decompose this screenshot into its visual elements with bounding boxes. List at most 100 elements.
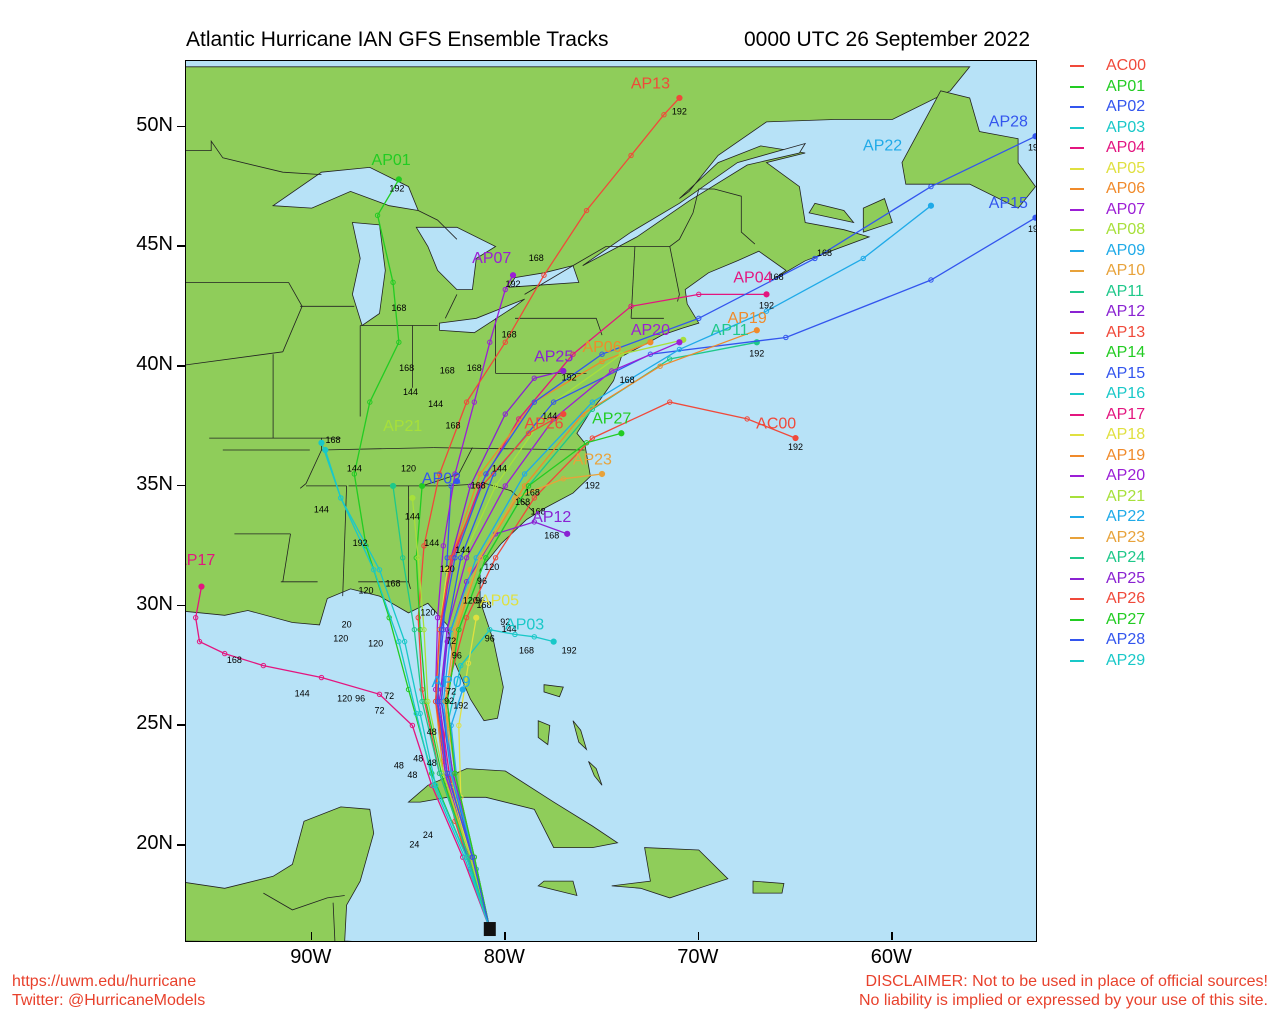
legend-swatch bbox=[1070, 249, 1084, 252]
legend-swatch bbox=[1070, 557, 1084, 560]
track-point bbox=[415, 555, 421, 561]
track-point bbox=[492, 555, 499, 561]
newfoundland bbox=[901, 90, 1036, 209]
bahamas-1 bbox=[543, 684, 564, 698]
track-point bbox=[564, 530, 571, 537]
legend-label: AP29 bbox=[1106, 651, 1146, 669]
legend-label: AP21 bbox=[1106, 487, 1146, 505]
legend-item: AP05 bbox=[1070, 159, 1146, 180]
lon-tick bbox=[697, 932, 700, 940]
legend-swatch bbox=[1070, 167, 1084, 170]
forecast-hour-label: 168 bbox=[531, 507, 546, 517]
track-point bbox=[628, 152, 634, 159]
forecast-hour-label: 92 bbox=[500, 617, 510, 627]
track-point bbox=[928, 277, 934, 283]
map-svg: 1921921921921681681921681921681681921921… bbox=[186, 66, 1036, 941]
track-point bbox=[589, 435, 596, 441]
track-point bbox=[492, 483, 499, 489]
legend-item: AP08 bbox=[1070, 220, 1146, 241]
track-point bbox=[599, 351, 605, 357]
forecast-hour-label: 20 bbox=[342, 619, 352, 629]
track-point bbox=[471, 399, 478, 405]
forecast-hour-label: 144 bbox=[314, 504, 329, 514]
border-line bbox=[421, 447, 473, 487]
track-name-label: AP13 bbox=[631, 75, 670, 92]
forecast-hour-label: 120 bbox=[420, 607, 435, 617]
track-point bbox=[1032, 214, 1036, 221]
legend-swatch bbox=[1070, 229, 1084, 232]
forecast-hour-label: 144 bbox=[347, 464, 362, 474]
legend-label: AP25 bbox=[1106, 569, 1146, 587]
track-point bbox=[409, 494, 416, 502]
lat-tick bbox=[177, 245, 185, 247]
legend-label: AP03 bbox=[1106, 118, 1146, 136]
track-point bbox=[440, 543, 447, 549]
legend-item: AP20 bbox=[1070, 466, 1146, 487]
track-point bbox=[502, 286, 508, 293]
legend-label: AP07 bbox=[1106, 200, 1146, 218]
track-point bbox=[521, 471, 528, 477]
forecast-hour-label: 96 bbox=[485, 634, 495, 644]
forecast-hour-label: 168 bbox=[440, 365, 455, 375]
track-point bbox=[550, 638, 557, 645]
track-point bbox=[444, 698, 450, 705]
forecast-hour-label: 120 bbox=[358, 586, 373, 596]
track-point bbox=[434, 698, 441, 705]
forecast-hour-label: 120 bbox=[463, 595, 478, 605]
hispaniola bbox=[611, 847, 729, 899]
map-area[interactable]: 1921921921921681681921681921681681921921… bbox=[185, 60, 1037, 942]
legend-item: AP12 bbox=[1070, 302, 1146, 323]
legend-swatch bbox=[1070, 85, 1084, 88]
forecast-hour-label: 168 bbox=[519, 646, 534, 656]
legend-label: AP18 bbox=[1106, 426, 1146, 444]
track-name-label: AP12 bbox=[532, 509, 571, 526]
yucatan bbox=[186, 806, 375, 941]
legend-swatch bbox=[1070, 495, 1084, 498]
latitude-label: 40N bbox=[136, 353, 173, 376]
forecast-hour-label: 96 bbox=[477, 576, 487, 586]
track-point bbox=[473, 555, 479, 561]
forecast-hour-label: 168 bbox=[620, 375, 635, 385]
track-point bbox=[583, 207, 590, 214]
bahamas-3 bbox=[572, 720, 588, 751]
legend-item: AP04 bbox=[1070, 138, 1146, 159]
track-name-label: AP04 bbox=[733, 269, 772, 286]
website-link[interactable]: https://uwm.edu/hurricane bbox=[12, 973, 197, 990]
forecast-hour-label: 24 bbox=[423, 830, 433, 840]
origin-marker bbox=[483, 922, 496, 937]
track-point bbox=[411, 626, 418, 633]
track-point bbox=[525, 483, 532, 489]
forecast-hour-label: 168 bbox=[446, 420, 461, 430]
forecast-hour-label: 192 bbox=[562, 373, 577, 383]
legend-label: AP17 bbox=[1106, 405, 1146, 423]
forecast-hour-label: 168 bbox=[471, 480, 486, 490]
legend-label: AP05 bbox=[1106, 159, 1146, 177]
track-layer bbox=[192, 94, 1036, 937]
track-point bbox=[425, 698, 431, 705]
track-point bbox=[367, 399, 373, 405]
track-point bbox=[409, 722, 416, 729]
forecast-hour-label: 72 bbox=[446, 636, 456, 646]
lake-huron bbox=[415, 226, 497, 291]
track-point bbox=[452, 770, 458, 777]
track-point bbox=[444, 626, 450, 633]
border-layer bbox=[186, 139, 756, 941]
legend-item: AP26 bbox=[1070, 589, 1146, 610]
track-point bbox=[531, 495, 537, 501]
forecast-hour-label: 72 bbox=[384, 691, 394, 701]
track-point bbox=[444, 555, 450, 561]
track-point bbox=[502, 411, 508, 417]
forecast-hour-label: 96 bbox=[355, 694, 365, 704]
legend-label: AP10 bbox=[1106, 262, 1146, 280]
track-point bbox=[560, 411, 567, 418]
forecast-hour-label: 24 bbox=[409, 840, 419, 850]
track-point bbox=[487, 626, 493, 633]
track-point bbox=[570, 351, 576, 357]
legend-label: AP26 bbox=[1106, 590, 1146, 608]
legend-swatch bbox=[1070, 454, 1084, 457]
lat-tick bbox=[177, 604, 185, 607]
forecast-hour-label: 144 bbox=[403, 387, 418, 397]
cape-breton bbox=[862, 198, 893, 233]
track-point bbox=[260, 662, 267, 669]
legend-swatch bbox=[1070, 65, 1084, 68]
